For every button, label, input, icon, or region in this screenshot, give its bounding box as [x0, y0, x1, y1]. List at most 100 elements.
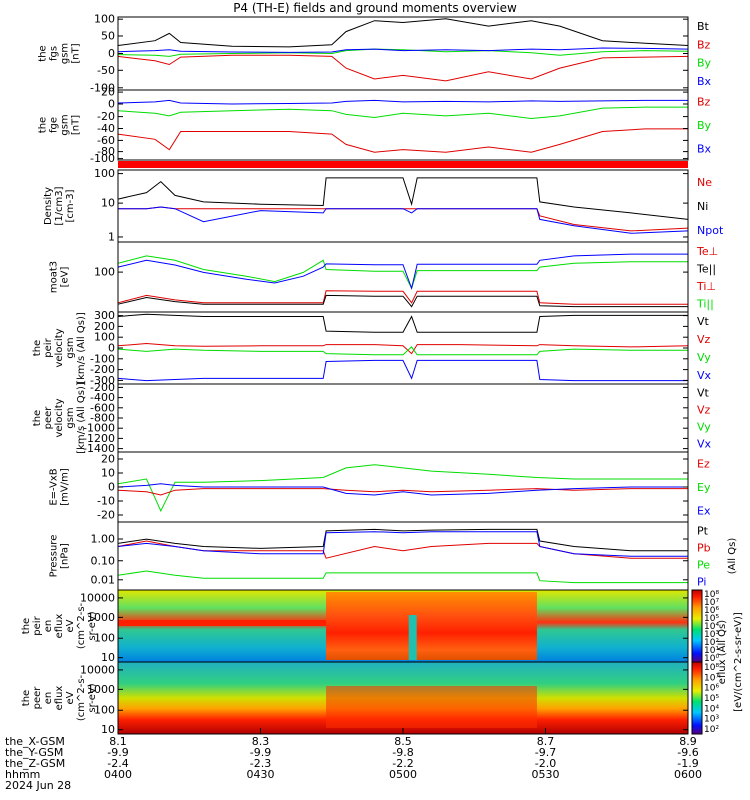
y-tick-label: 50 [101, 29, 115, 42]
colorbar-label: [eV/(cm^2-s-sr-eV)] [733, 612, 744, 712]
y-tick-label: 1000 [87, 611, 115, 624]
x-tick-label: 8.5 [394, 735, 412, 748]
y-tick-label: -400 [90, 391, 115, 404]
y-axis-label: the [32, 340, 43, 356]
y-tick-label: -800 [90, 412, 115, 425]
y-axis-label: (cm^2-s- [76, 674, 87, 721]
series-Pi-line [117, 531, 688, 557]
x-tick-label: 8.9 [679, 735, 697, 748]
y-tick-label: 10 [101, 467, 115, 480]
colorbar-tick-label: 10⁶ [704, 606, 719, 616]
y-tick-label: 10000 [80, 663, 115, 676]
legend-entry: Pi [697, 576, 706, 589]
y-axis-label: Pressure [49, 535, 60, 578]
x-tick-label: 8.1 [109, 735, 127, 748]
x-tick-label: 8.3 [252, 735, 270, 748]
y-tick-label: -100 [90, 152, 115, 165]
panel-peir-eflux: 10000 1000 100 10 the peir en eflux eV (cm^2-s-sr… [21, 589, 719, 664]
x-tick-label: -2.3 [250, 757, 271, 770]
y-tick-label: 0.10 [91, 554, 116, 567]
spectrogram-plasma-sheet [326, 686, 537, 728]
series-Te-line [117, 290, 688, 305]
colorbar-tick-label: 10⁴ [704, 704, 719, 714]
panel-peer-velocity: -200-400-600-800-1000-1200-1400 the peer ve… [32, 381, 712, 455]
x-tick-label: 8.7 [537, 735, 555, 748]
y-tick-label: -80 [97, 145, 115, 158]
x-tick-label: -1.9 [677, 757, 698, 770]
y-tick-label: 100 [94, 704, 115, 717]
legend-entry: Pe [697, 559, 710, 572]
y-axis-label: [nT] [71, 43, 82, 63]
y-tick-label: 0 [108, 481, 115, 494]
y-axis-label: en [43, 692, 54, 705]
x-axis-row-label: hhmm [5, 768, 40, 781]
y-axis-label: [cm-3] [65, 189, 76, 222]
y-axis-label: eV [65, 691, 76, 704]
panel-frame [117, 383, 689, 453]
series-Vz-line [117, 342, 689, 355]
legend-entry: Ti⊥ [696, 280, 716, 293]
y-tick-label: 100 [94, 266, 115, 279]
x-tick-label: -9.7 [535, 746, 556, 759]
y-axis-label: velocity [54, 398, 65, 437]
panel-fgs-gsm: 100 50 0 -50 -100 the fgs gsm [nT] Bt Bz By Bx [38, 13, 712, 95]
y-tick-label: -200 [90, 381, 115, 394]
y-tick-label: -600 [90, 401, 115, 414]
legend-entry: Ti|| [696, 297, 714, 310]
legend-entry: Bx [697, 142, 712, 155]
series-By-line [117, 106, 688, 120]
y-axis-label: peer [32, 686, 43, 710]
y-tick-label: -10 [97, 495, 115, 508]
x-axis-row-label: the_Y-GSM [5, 746, 63, 759]
y-axis-label: [mV/m] [60, 468, 71, 506]
series-Vy-line [117, 346, 688, 356]
panel-frame [117, 311, 689, 385]
panel-pressure: 1.00 0.10 0.01 Pressure [nPa] Pt Pb Pe Pi (All Qs… [49, 521, 738, 591]
y-tick-label: 0 [108, 98, 115, 111]
y-axis-label: en [43, 620, 54, 633]
colorbar-tick-label: 10⁴ [704, 622, 719, 632]
y-axis-label: the [38, 117, 49, 133]
x-tick-label: -9.8 [392, 746, 413, 759]
legend-entry: By [697, 119, 712, 132]
colorbar-tick-label: 10² [704, 725, 719, 735]
y-axis-label: eV [65, 619, 76, 632]
legend-entry: Vz [697, 333, 711, 346]
y-tick-label: -40 [97, 122, 115, 135]
x-tick-label: 0400 [104, 768, 132, 781]
y-tick-label: -20 [97, 110, 115, 123]
spectrogram-gap [408, 615, 417, 660]
y-tick-label: -60 [97, 134, 115, 147]
spectrogram-band [118, 620, 327, 626]
legend-entry: Ey [697, 481, 711, 494]
colorbar-tick-label: 10⁵ [704, 694, 719, 704]
y-axis-label: fge [49, 117, 60, 133]
y-tick-label: -1200 [83, 432, 115, 445]
y-tick-label: 100 [94, 167, 115, 180]
colorbar-tick-label: 10¹ [704, 646, 719, 656]
series-Ti-line [117, 294, 688, 308]
colorbar-tick-label: 10³ [704, 715, 719, 725]
colorbar-tick-label: 10⁵ [704, 614, 719, 624]
x-tick-label: 0500 [389, 768, 417, 781]
y-axis-label: [nPa] [60, 543, 71, 569]
legend-entry: Bz [697, 38, 711, 51]
legend-entry: By [697, 57, 712, 70]
y-axis-label: gsm [65, 337, 76, 358]
series-Bt-line [117, 18, 689, 48]
series-Npot-line [118, 206, 689, 234]
y-tick-label: 10 [101, 651, 115, 664]
legend-entry: Bx [697, 75, 712, 88]
y-tick-label: -100 [90, 352, 115, 365]
x-tick-label: -2.2 [392, 757, 413, 770]
colorbar-tick-label: 10⁷ [704, 673, 719, 683]
y-axis-label: [km/s (All Qs)] [76, 382, 87, 454]
x-axis-row-label: 2024 Jun 28 [5, 779, 71, 792]
x-axis-row-label: the_X-GSM [5, 735, 65, 748]
y-axis-label: the [21, 618, 32, 634]
series-Ni-line [117, 177, 689, 220]
colorbar-tick-label: 10⁰ [704, 654, 719, 664]
series-Ti-line [117, 255, 688, 290]
